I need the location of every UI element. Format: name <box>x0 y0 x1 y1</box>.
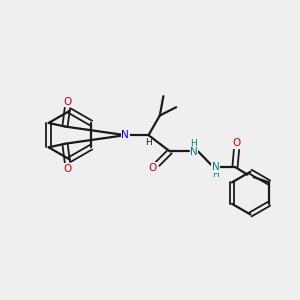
Text: N: N <box>190 147 198 157</box>
Text: N: N <box>122 130 129 140</box>
Text: O: O <box>63 164 71 174</box>
Text: O: O <box>63 97 71 106</box>
Text: H: H <box>212 170 219 179</box>
Text: H: H <box>190 139 197 148</box>
Text: O: O <box>232 138 241 148</box>
Text: H: H <box>145 138 152 147</box>
Text: O: O <box>148 163 156 172</box>
Text: N: N <box>212 162 219 172</box>
